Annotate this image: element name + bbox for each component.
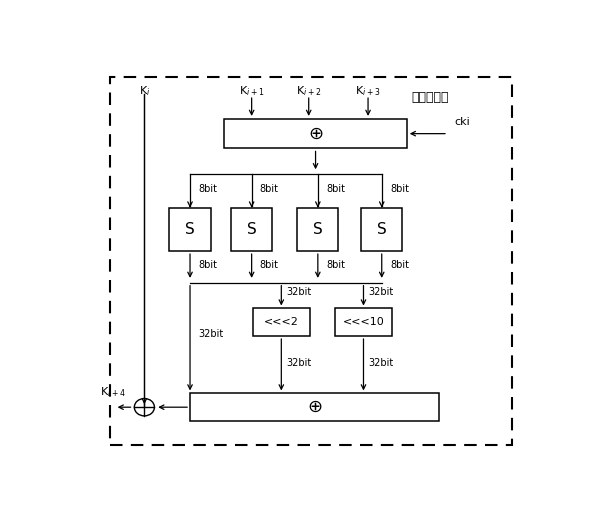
FancyBboxPatch shape — [224, 119, 407, 148]
Text: S: S — [313, 222, 323, 237]
Text: <<<10: <<<10 — [343, 317, 385, 327]
Text: 8bit: 8bit — [326, 184, 345, 194]
Text: 8bit: 8bit — [198, 184, 217, 194]
Text: 32bit: 32bit — [286, 358, 311, 368]
Text: 轮密钒扩展: 轮密钒扩展 — [411, 91, 449, 104]
Text: 8bit: 8bit — [390, 184, 409, 194]
Text: K$_{i+1}$: K$_{i+1}$ — [239, 84, 264, 98]
Text: $\oplus$: $\oplus$ — [307, 398, 322, 416]
Text: 32bit: 32bit — [286, 287, 311, 297]
Text: 8bit: 8bit — [326, 260, 345, 270]
Text: K$_{i+2}$: K$_{i+2}$ — [296, 84, 322, 98]
Text: 8bit: 8bit — [260, 184, 279, 194]
Text: S: S — [377, 222, 386, 237]
Text: K$_{i+4}$: K$_{i+4}$ — [100, 385, 125, 399]
FancyBboxPatch shape — [170, 208, 211, 251]
Text: 32bit: 32bit — [368, 358, 393, 368]
FancyBboxPatch shape — [361, 208, 402, 251]
Text: K$_{i+3}$: K$_{i+3}$ — [355, 84, 380, 98]
Text: <<<2: <<<2 — [264, 317, 299, 327]
Text: 8bit: 8bit — [198, 260, 217, 270]
Text: S: S — [185, 222, 195, 237]
FancyBboxPatch shape — [231, 208, 272, 251]
FancyBboxPatch shape — [190, 393, 439, 421]
Text: 8bit: 8bit — [390, 260, 409, 270]
Text: 32bit: 32bit — [198, 329, 223, 339]
Text: S: S — [247, 222, 257, 237]
Text: cki: cki — [455, 116, 471, 127]
Text: 8bit: 8bit — [260, 260, 279, 270]
FancyBboxPatch shape — [297, 208, 338, 251]
FancyBboxPatch shape — [335, 308, 392, 336]
Text: K$_i$: K$_i$ — [138, 84, 150, 98]
Text: $\oplus$: $\oplus$ — [308, 125, 323, 143]
Text: 32bit: 32bit — [368, 287, 393, 297]
FancyBboxPatch shape — [253, 308, 310, 336]
